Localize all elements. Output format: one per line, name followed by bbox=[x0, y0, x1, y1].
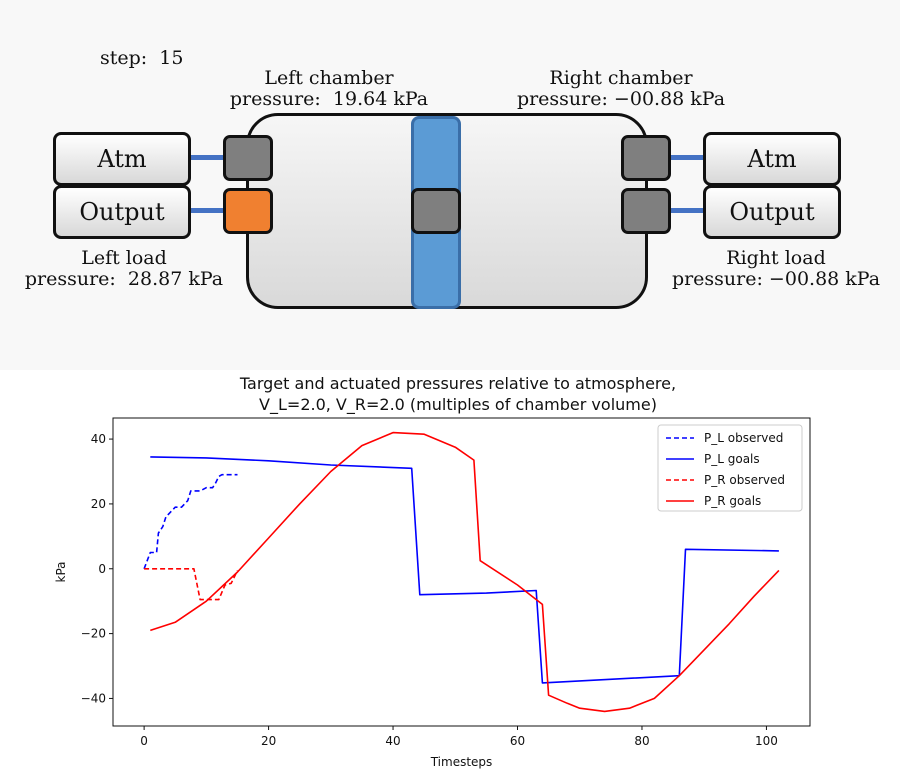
legend-box bbox=[657, 424, 803, 512]
legend-entry: P_R goals bbox=[704, 494, 761, 508]
x-tick-label: 80 bbox=[634, 734, 649, 748]
x-tick-label: 0 bbox=[140, 734, 148, 748]
series-line-p-l-observed bbox=[143, 473, 238, 570]
right-atm-pipe bbox=[666, 155, 706, 160]
step-counter: step: 15 bbox=[100, 47, 184, 69]
chart-title-line: Target and actuated pressures relative t… bbox=[239, 374, 676, 393]
right-load-pressure-label: Right load pressure: −00.88 kPa bbox=[671, 247, 881, 290]
y-tick-label: 20 bbox=[91, 497, 106, 511]
right-atm-button[interactable]: Atm bbox=[703, 132, 841, 186]
y-tick-label: 0 bbox=[98, 562, 106, 576]
series-line-p-r-goals bbox=[150, 431, 780, 713]
left-atm-button[interactable]: Atm bbox=[53, 132, 191, 186]
pressure-chart: Target and actuated pressures relative t… bbox=[54, 374, 811, 769]
chart-title-line: V_L=2.0, V_R=2.0 (multiples of chamber v… bbox=[259, 395, 657, 415]
piston-valve[interactable] bbox=[411, 188, 461, 234]
right-atm-valve[interactable] bbox=[621, 135, 671, 181]
right-output-pipe bbox=[666, 208, 706, 213]
left-chamber-pressure-label: Left chamber pressure: 19.64 kPa bbox=[229, 67, 429, 110]
left-output-pipe bbox=[188, 208, 226, 213]
legend-entry: P_R observed bbox=[704, 473, 785, 487]
simulation-panel: step: 15 Left chamber pressure: 19.64 kP… bbox=[0, 0, 900, 370]
left-output-button[interactable]: Output bbox=[53, 185, 191, 239]
y-axis-label: kPa bbox=[54, 562, 68, 583]
x-tick-label: 20 bbox=[261, 734, 276, 748]
y-tick-label: −20 bbox=[81, 627, 106, 641]
y-tick-label: −40 bbox=[81, 691, 106, 705]
legend-entry: P_L observed bbox=[704, 431, 783, 445]
series-line-p-r-observed bbox=[144, 568, 239, 601]
legend-entry: P_L goals bbox=[704, 452, 760, 466]
x-tick-label: 100 bbox=[755, 734, 778, 748]
left-load-pressure-label: Left load pressure: 28.87 kPa bbox=[24, 247, 224, 290]
right-output-button[interactable]: Output bbox=[703, 185, 841, 239]
x-axis-label: Timesteps bbox=[430, 755, 493, 769]
left-atm-valve[interactable] bbox=[223, 135, 273, 181]
plot-frame bbox=[112, 417, 811, 727]
x-tick-label: 60 bbox=[510, 734, 525, 748]
right-output-valve[interactable] bbox=[621, 188, 671, 234]
left-output-valve-active[interactable] bbox=[223, 188, 273, 234]
left-atm-pipe bbox=[188, 155, 226, 160]
y-tick-label: 40 bbox=[91, 432, 106, 446]
right-chamber-pressure-label: Right chamber pressure: −00.88 kPa bbox=[516, 67, 726, 110]
series-line-p-l-goals bbox=[150, 456, 779, 684]
x-tick-label: 40 bbox=[385, 734, 400, 748]
